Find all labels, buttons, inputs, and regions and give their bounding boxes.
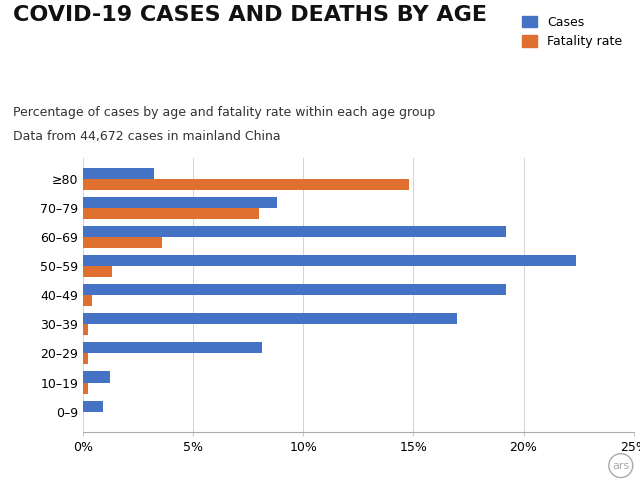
Text: Data from 44,672 cases in mainland China: Data from 44,672 cases in mainland China bbox=[13, 130, 280, 143]
Bar bbox=[83, 383, 88, 394]
Bar bbox=[83, 353, 88, 364]
Bar bbox=[83, 295, 92, 306]
Bar bbox=[83, 237, 163, 248]
Bar bbox=[83, 342, 262, 353]
Bar bbox=[83, 284, 506, 295]
Text: COVID-19 CASES AND DEATHS BY AGE: COVID-19 CASES AND DEATHS BY AGE bbox=[13, 5, 487, 25]
Legend: Cases, Fatality rate: Cases, Fatality rate bbox=[517, 11, 627, 53]
Bar bbox=[83, 313, 458, 324]
Text: Percentage of cases by age and fatality rate within each age group: Percentage of cases by age and fatality … bbox=[13, 106, 435, 119]
Bar bbox=[83, 168, 154, 179]
Bar bbox=[83, 372, 109, 383]
Bar bbox=[83, 266, 112, 277]
Bar bbox=[83, 324, 88, 336]
Bar bbox=[83, 401, 103, 412]
Text: ars: ars bbox=[612, 461, 629, 470]
Bar bbox=[83, 208, 259, 219]
Bar bbox=[83, 179, 409, 190]
Bar bbox=[83, 255, 577, 266]
Bar bbox=[83, 197, 277, 208]
Bar bbox=[83, 226, 506, 237]
